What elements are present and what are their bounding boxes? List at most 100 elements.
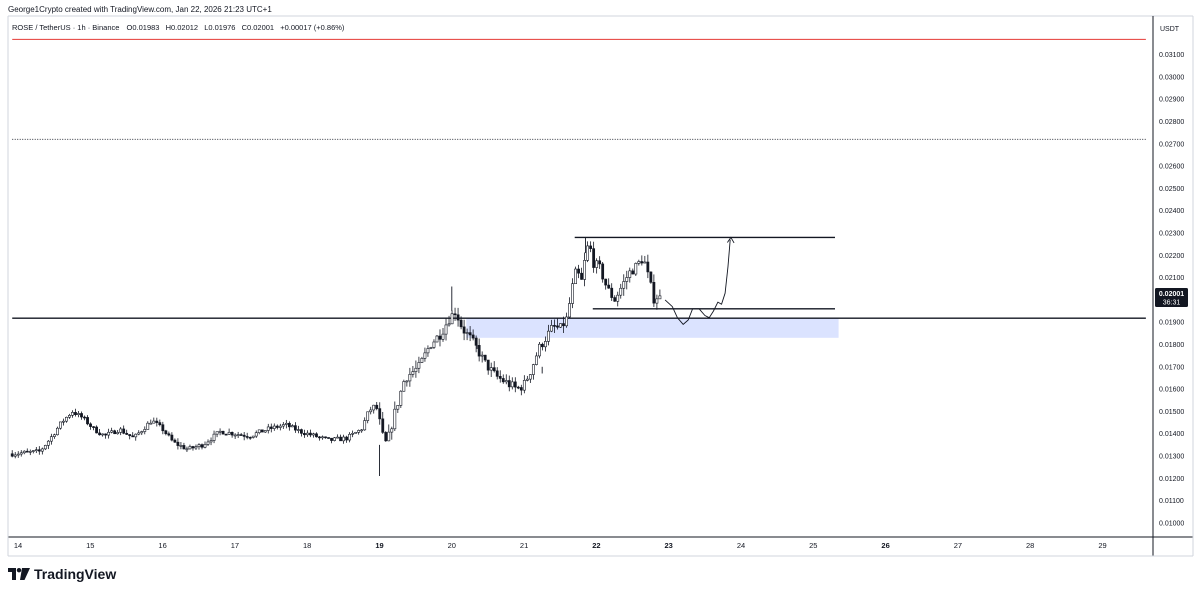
candle-up: [534, 355, 538, 365]
time-tick-label: 16: [158, 541, 166, 550]
candle-down: [646, 261, 650, 273]
candle-down: [248, 436, 252, 439]
candle-down: [200, 444, 204, 448]
candle-down: [113, 430, 117, 435]
projection-layer: [664, 236, 735, 325]
candle-down: [182, 445, 186, 450]
candle-up: [203, 444, 207, 448]
candle-up: [447, 323, 451, 326]
candle-down: [221, 430, 225, 435]
candle-up: [528, 374, 532, 380]
candle-down: [339, 436, 342, 442]
candle-up: [22, 450, 26, 454]
candle-down: [230, 431, 234, 436]
candle-up: [16, 453, 20, 456]
candle-down: [324, 436, 327, 439]
brand-name: TradingView: [34, 566, 117, 582]
candle-up: [194, 446, 198, 449]
price-tick-label: 0.02600: [1159, 164, 1184, 171]
candle-up: [444, 324, 448, 335]
candle-up: [417, 362, 421, 369]
candle-up: [257, 429, 261, 433]
time-tick-label: 22: [592, 541, 600, 550]
candle-down: [83, 416, 86, 419]
candle-up: [426, 348, 430, 354]
candle-up: [68, 415, 71, 418]
time-tick-label: 21: [520, 541, 528, 550]
price-tick-label: 0.01900: [1159, 320, 1184, 327]
candle-down: [300, 429, 303, 434]
price-tick-label: 0.02800: [1159, 119, 1184, 126]
legend-open: O0.01983: [127, 23, 160, 32]
candle-up: [227, 431, 231, 435]
candle-up: [134, 433, 138, 438]
candle-down: [601, 263, 605, 280]
candle-down: [541, 343, 544, 348]
candle-up: [206, 441, 210, 445]
candle-up: [52, 434, 56, 437]
candle-up: [480, 354, 484, 357]
time-tick-label: 19: [375, 541, 383, 550]
candle-down: [86, 417, 89, 425]
candle-down: [245, 436, 249, 438]
candle-down: [477, 345, 481, 357]
candle-down: [592, 248, 596, 268]
price-tick-label: 0.01400: [1159, 431, 1184, 438]
candle-down: [330, 437, 333, 441]
candle-up: [31, 450, 35, 452]
candle-up: [212, 433, 216, 441]
time-tick-label: 15: [86, 541, 94, 550]
candle-up: [360, 429, 364, 432]
candle-up: [290, 425, 294, 428]
candle-up: [297, 429, 300, 431]
candle-up: [19, 452, 23, 455]
price-tick-label: 0.01100: [1159, 498, 1184, 505]
candle-down: [89, 423, 92, 427]
candle-up: [435, 335, 439, 343]
candle-down: [275, 425, 279, 428]
candle-up: [510, 381, 514, 388]
candle-up: [420, 358, 424, 363]
candle-up: [46, 440, 50, 446]
candle-up: [56, 427, 59, 436]
candles-layer: [10, 237, 662, 477]
candle-up: [658, 295, 662, 300]
candle-up: [363, 420, 367, 431]
candle-down: [607, 284, 611, 289]
candle-up: [619, 287, 623, 296]
price-axis-labels: 0.03100 0.03000 0.02900 0.02800 0.02700 0.026…: [1159, 52, 1184, 527]
candle-down: [260, 429, 264, 433]
candle-up: [342, 436, 345, 442]
candle-down: [381, 418, 385, 433]
candle-up: [387, 431, 391, 442]
candle-up: [550, 325, 553, 332]
candle-up: [583, 260, 586, 280]
candle-up: [43, 445, 47, 450]
candle-down: [104, 433, 108, 436]
time-tick-label: 27: [954, 541, 962, 550]
candle-down: [92, 426, 95, 428]
candle-down: [287, 422, 291, 428]
candle-up: [152, 420, 156, 424]
candle-up: [441, 333, 445, 340]
candle-up: [369, 409, 373, 413]
candle-up: [110, 430, 114, 433]
candle-up: [423, 352, 427, 359]
candle-up: [637, 261, 641, 264]
time-tick-label: 28: [1026, 541, 1034, 550]
candle-up: [450, 313, 454, 325]
price-tick-label: 0.01200: [1159, 476, 1184, 483]
candle-up: [59, 421, 62, 429]
candle-down: [589, 245, 593, 249]
candle-up: [34, 449, 38, 452]
tradingview-logo[interactable]: TradingView: [8, 566, 116, 582]
time-tick-label: 23: [665, 541, 673, 550]
candle-down: [164, 430, 168, 435]
symbol-legend: ROSE / TetherUS · 1h · Binance O0.01983 …: [12, 23, 345, 32]
candle-up: [272, 425, 276, 429]
candle-down: [492, 367, 496, 372]
candle-down: [158, 422, 162, 426]
candle-down: [345, 436, 349, 441]
candle-down: [462, 326, 466, 334]
